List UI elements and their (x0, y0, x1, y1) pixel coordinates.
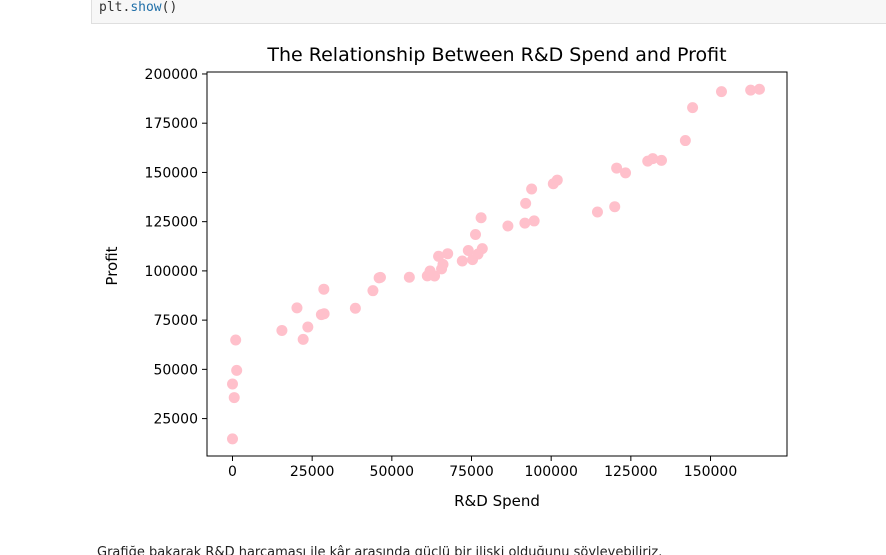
data-point (230, 334, 242, 346)
data-point (436, 263, 448, 275)
y-tick-label: 25000 (153, 412, 198, 428)
x-tick-label: 25000 (290, 464, 335, 480)
data-points (226, 83, 765, 445)
data-point (591, 206, 603, 218)
data-point (462, 245, 474, 257)
y-tick-label: 175000 (145, 116, 198, 132)
data-point (611, 162, 623, 174)
data-point (520, 197, 532, 209)
x-tick-label: 0 (228, 464, 237, 480)
data-point (456, 255, 468, 267)
data-point (526, 183, 538, 195)
data-point (297, 333, 309, 345)
data-point (502, 220, 514, 232)
data-point (475, 212, 487, 224)
x-tick-label: 75000 (449, 464, 494, 480)
code-parens: () (161, 0, 178, 15)
data-point (655, 154, 667, 166)
data-point (315, 309, 327, 321)
data-point (687, 102, 699, 114)
code-dot: . (122, 0, 131, 15)
data-point (226, 378, 238, 390)
data-point (519, 217, 531, 229)
x-tick-label: 150000 (684, 464, 737, 480)
data-point (403, 271, 415, 283)
data-point (715, 86, 727, 98)
data-point (753, 83, 765, 95)
x-tick-label: 100000 (524, 464, 577, 480)
data-point (433, 250, 445, 262)
data-point (470, 229, 482, 241)
data-point (620, 167, 632, 179)
y-tick-label: 100000 (145, 264, 198, 280)
x-axis: 0 25000 50000 75000 100000 125000 150000 (228, 456, 737, 480)
data-point (302, 321, 314, 333)
plot-frame (206, 71, 788, 457)
footer-text: Grafiğe bakarak R&D harcaması ile kâr ar… (97, 545, 663, 555)
x-tick-label: 125000 (604, 464, 657, 480)
y-tick-label: 150000 (145, 165, 198, 181)
y-tick-label: 200000 (145, 67, 198, 83)
scatter-chart: The Relationship Between R&D Spend and P… (103, 44, 788, 510)
x-axis-label: R&D Spend (454, 492, 540, 510)
data-point (276, 324, 288, 336)
data-point (679, 135, 691, 147)
data-point (226, 433, 238, 445)
y-axis-label: Profit (103, 246, 121, 285)
code-line: plt.show() (99, 0, 177, 16)
data-point (367, 285, 379, 297)
x-tick-label: 50000 (370, 464, 415, 480)
data-point (349, 302, 361, 314)
data-point (318, 283, 330, 295)
y-axis: 25000 50000 75000 100000 125000 150000 175000 2… (145, 67, 207, 428)
data-point (429, 270, 441, 282)
y-tick-label: 75000 (153, 313, 198, 329)
code-method: show (130, 0, 162, 15)
data-point (442, 248, 454, 260)
data-point (291, 302, 303, 314)
y-tick-label: 125000 (145, 215, 198, 231)
chart-title: The Relationship Between R&D Spend and P… (266, 44, 726, 66)
data-point (609, 201, 621, 213)
data-point (373, 272, 385, 284)
code-cell[interactable]: plt.show() (91, 0, 886, 24)
data-point (231, 364, 243, 376)
data-point (228, 392, 240, 404)
data-point (528, 215, 540, 227)
y-tick-label: 50000 (153, 362, 198, 378)
data-point (745, 84, 757, 96)
code-object: plt (99, 0, 123, 15)
data-point (467, 254, 479, 266)
data-point (547, 178, 559, 190)
data-point (642, 155, 654, 167)
